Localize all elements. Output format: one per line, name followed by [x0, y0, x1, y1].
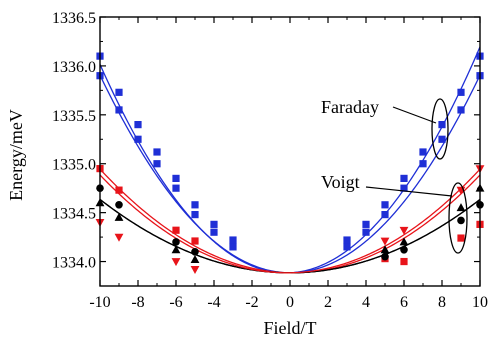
- y-tick-label-2: 1335.0: [52, 157, 96, 174]
- data-point-s1-6: [210, 228, 218, 236]
- data-point-s3-6: [457, 216, 465, 225]
- annotations: Faraday Voigt: [321, 97, 468, 254]
- data-point-s1-1: [115, 106, 123, 114]
- y-tick-label-5: 1336.5: [52, 10, 96, 27]
- x-tick-label-4: -2: [245, 294, 258, 311]
- y-tick-label-0: 1334.0: [52, 255, 96, 272]
- data-point-s0-14: [457, 88, 465, 96]
- fit-curves: [100, 46, 480, 274]
- data-markers: [95, 52, 485, 274]
- data-point-s3-1: [115, 201, 123, 209]
- data-point-s0-13: [438, 121, 446, 129]
- x-tick-label-6: 2: [324, 294, 332, 311]
- data-point-s4-1: [114, 212, 124, 221]
- data-point-s1-14: [457, 106, 465, 114]
- axes: -10 -8 -6 -4 -2 0 2 4 6 8 10 1334.0 1334.5 1335.0 1335…: [52, 10, 488, 311]
- data-point-s0-4: [172, 174, 180, 182]
- data-point-s5-4: [380, 237, 390, 246]
- data-point-s0-7: [229, 236, 237, 244]
- fit-curve-0: [100, 46, 480, 274]
- data-point-s4-3: [190, 254, 200, 263]
- annotation-faraday: Faraday: [321, 97, 379, 117]
- x-tick-label-0: -10: [89, 294, 110, 311]
- x-tick-label-9: 8: [438, 294, 446, 311]
- data-point-s1-8: [343, 243, 351, 251]
- x-tick-label-5: 0: [286, 294, 294, 311]
- data-point-s3-2: [172, 238, 180, 246]
- data-point-s1-13: [438, 135, 446, 143]
- data-point-s2-1: [115, 186, 123, 194]
- x-tick-label-7: 4: [362, 294, 370, 311]
- data-point-s3-3: [191, 247, 199, 256]
- data-point-s2-3: [191, 237, 199, 245]
- data-point-s0-9: [362, 220, 370, 228]
- data-point-s1-11: [400, 184, 408, 192]
- data-point-s1-10: [381, 210, 389, 219]
- x-axis-label: Field/T: [264, 318, 317, 338]
- data-point-s1-9: [362, 228, 370, 236]
- data-point-s5-5: [399, 226, 409, 235]
- y-tick-label-3: 1335.5: [52, 108, 96, 125]
- data-point-s2-5: [400, 257, 408, 266]
- data-point-s0-3: [153, 148, 161, 156]
- data-point-s0-2: [134, 121, 142, 129]
- y-tick-label-1: 1334.5: [52, 206, 96, 223]
- fit-curve-4: [100, 198, 480, 274]
- x-tick-label-3: -4: [207, 294, 220, 311]
- faraday-arrow: [392, 106, 437, 124]
- y-axis-label: Energy/meV: [6, 109, 26, 201]
- data-point-s5-3: [190, 265, 200, 274]
- data-point-s4-2: [171, 245, 181, 254]
- data-point-s2-2: [172, 226, 180, 234]
- data-point-s5-2: [171, 258, 181, 267]
- data-point-s2-6: [457, 234, 465, 242]
- y-tick-label-4: 1336.0: [52, 59, 96, 76]
- x-tick-label-1: -8: [131, 294, 144, 311]
- x-tick-label-10: 10: [472, 294, 488, 311]
- x-tick-label-8: 6: [400, 294, 408, 311]
- data-point-s1-7: [229, 243, 237, 251]
- data-point-s3-4: [381, 252, 389, 261]
- data-point-s4-6: [456, 203, 466, 212]
- data-point-s5-1: [114, 233, 124, 242]
- data-point-s0-5: [191, 201, 199, 209]
- data-point-s0-10: [381, 201, 389, 209]
- data-point-s4-4: [380, 245, 390, 254]
- faraday-ellipse: [431, 98, 449, 160]
- data-point-s1-12: [419, 160, 427, 168]
- data-point-s1-4: [172, 184, 180, 192]
- data-point-s0-11: [400, 174, 408, 182]
- data-point-s1-3: [153, 160, 161, 168]
- data-point-s0-8: [343, 236, 351, 244]
- annotation-voigt: Voigt: [321, 172, 360, 192]
- data-point-s1-2: [134, 135, 142, 143]
- data-point-s0-12: [419, 148, 427, 156]
- data-point-s1-5: [191, 210, 199, 219]
- data-point-s3-5: [400, 246, 408, 254]
- data-point-s4-5: [399, 237, 409, 246]
- voigt-ellipse: [448, 182, 468, 254]
- voigt-arrow: [365, 186, 453, 197]
- fit-curve-5: [100, 168, 480, 274]
- data-point-s0-6: [210, 220, 218, 228]
- data-point-s0-1: [115, 88, 123, 96]
- x-tick-label-2: -6: [169, 294, 182, 311]
- fit-curve-1: [100, 74, 480, 274]
